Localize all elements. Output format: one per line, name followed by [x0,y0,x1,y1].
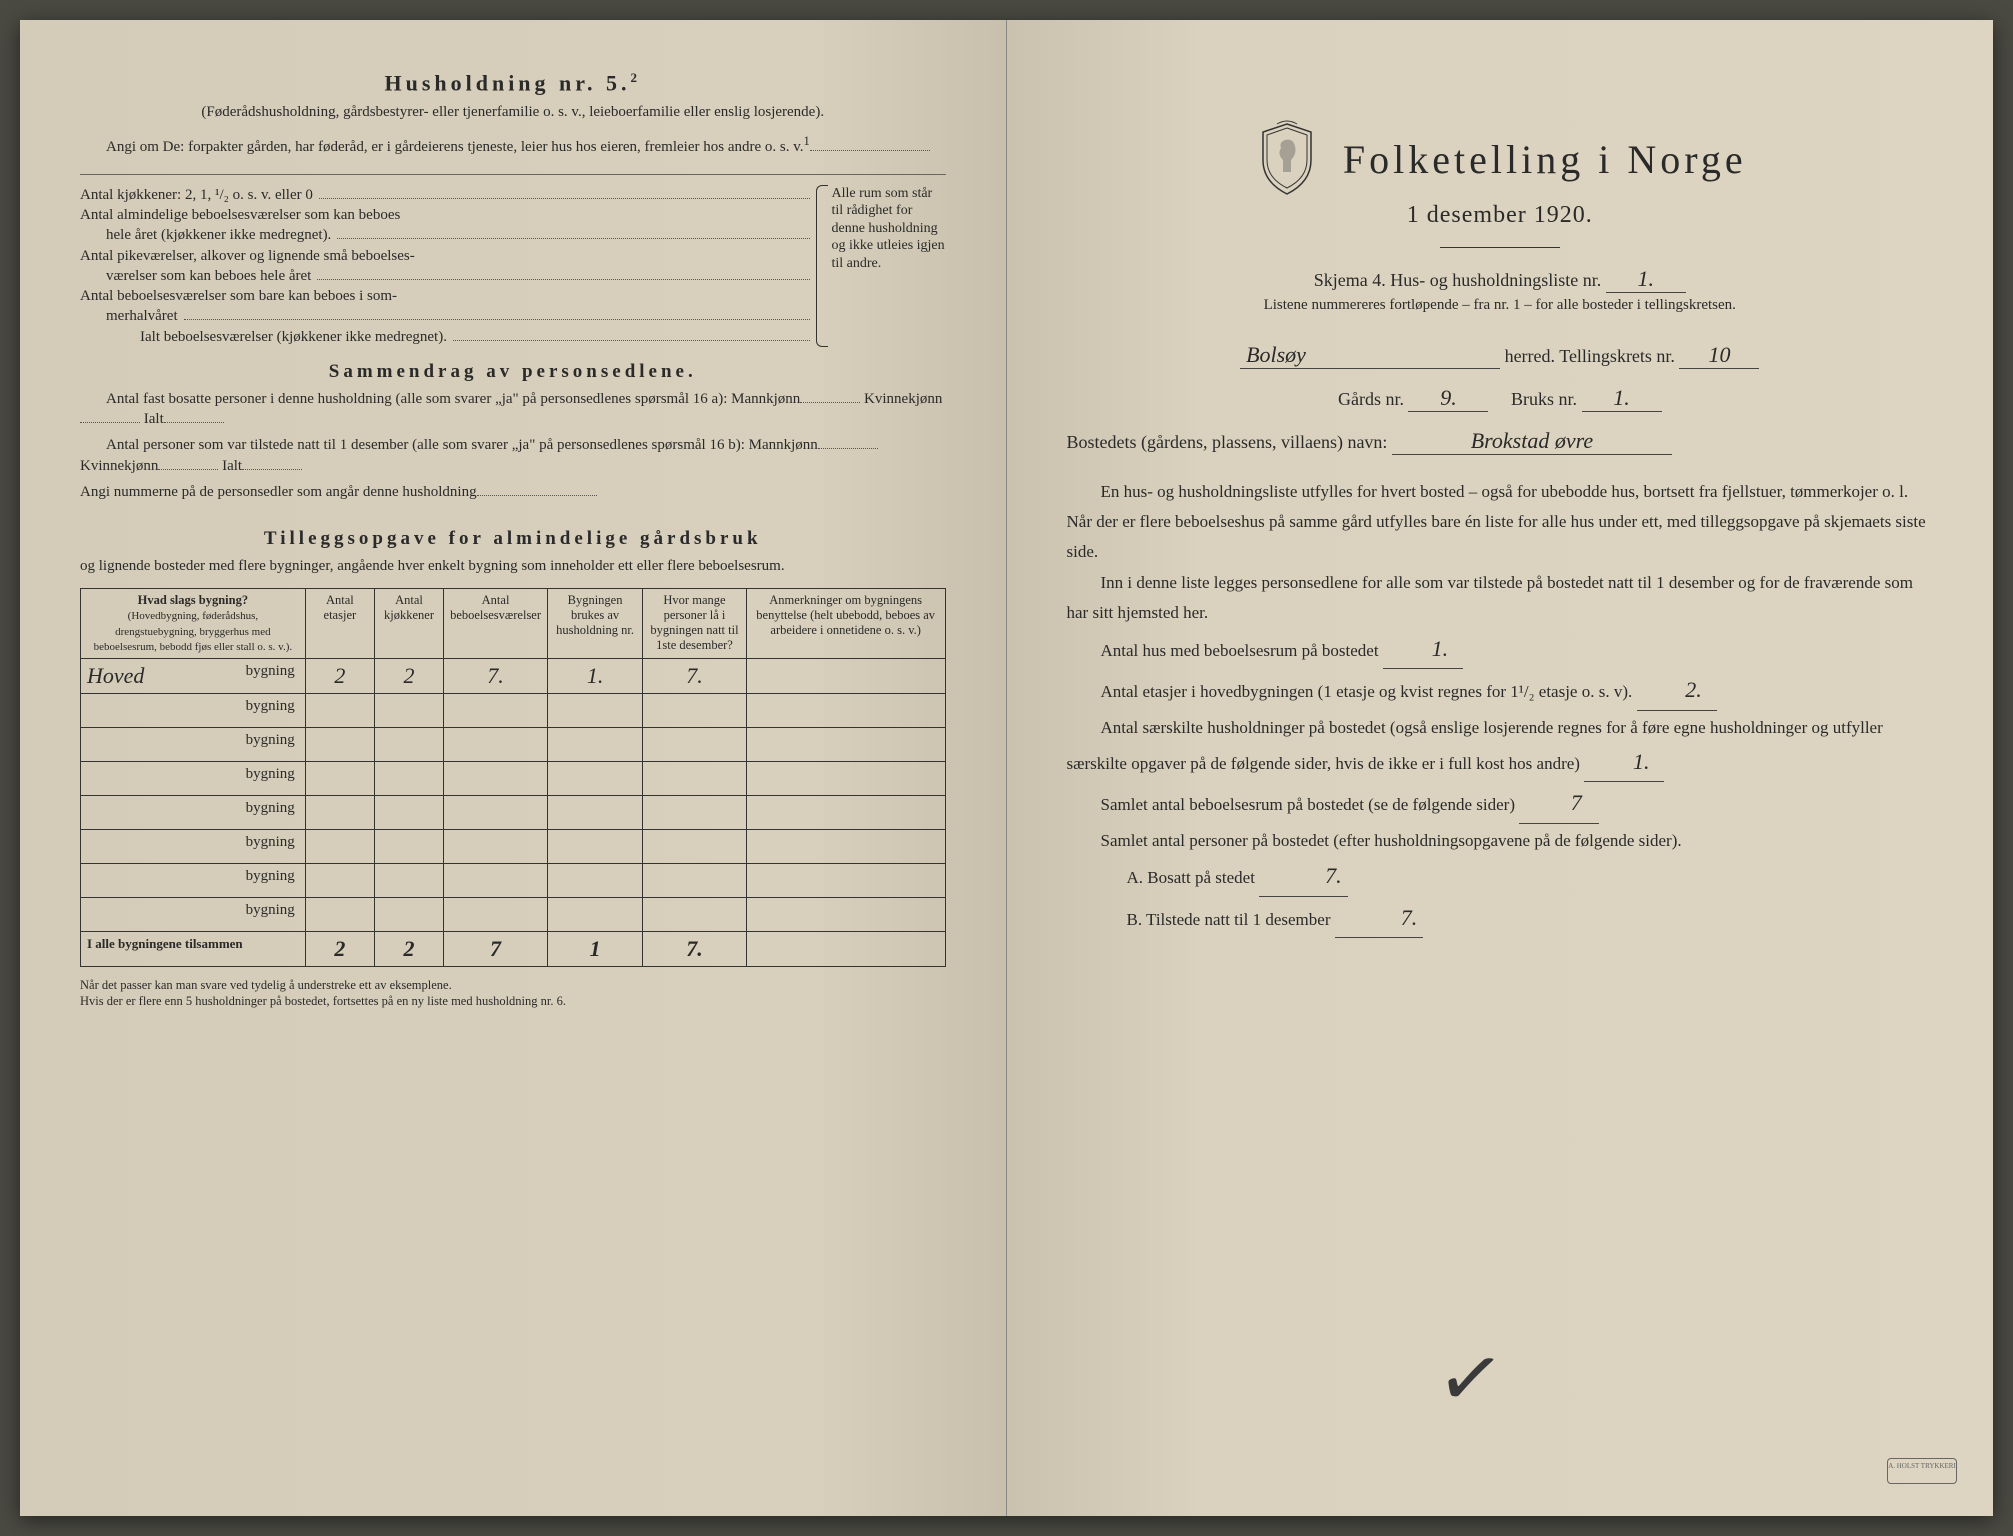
bosted-row: Bostedets (gårdens, plassens, villaens) … [1067,428,1934,455]
sammendrag-title: Sammendrag av personsedlene. [80,361,946,383]
bosted-field: Brokstad øvre [1392,428,1672,455]
heading-text: Husholdning nr. 5. [384,70,630,95]
table-header-row: Hvad slags bygning? (Hovedbygning, føder… [81,589,946,659]
qA: A. Bosatt på stedet 7. [1067,857,1934,897]
krets-nr-field: 10 [1679,342,1759,369]
gards-nr-field: 9. [1408,385,1488,412]
q5: Samlet antal personer på bostedet (efter… [1067,826,1934,856]
tillegg-title: Tilleggsopgave for almindelige gårdsbruk [80,528,946,550]
para1: En hus- og husholdningsliste utfylles fo… [1067,477,1934,566]
herred-row: Bolsøy herred. Tellingskrets nr. 10 [1067,342,1934,369]
printer-stamp: A. HOLST TRYKKERI [1887,1458,1957,1484]
bruks-nr-field: 1. [1582,385,1662,412]
table-row: bygning [81,829,946,863]
q4: Samlet antal beboelsesrum på bostedet (s… [1067,784,1934,824]
building-table-wrap: Hvad slags bygning? (Hovedbygning, føder… [80,588,946,967]
title-block: Folketelling i Norge 1 desember 1920. [1067,120,1934,229]
heading-paren: (Føderådshusholdning, gårdsbestyrer- ell… [80,102,946,122]
table-row: bygning [81,795,946,829]
tillegg-sub: og lignende bosteder med flere bygninger… [80,556,946,576]
table-row: bygning [81,761,946,795]
brace-note: Alle rum som står til rådighet for denne… [832,186,945,271]
coat-of-arms-icon [1253,120,1321,198]
q1: Antal hus med beboelsesrum på bostedet 1… [1067,630,1934,670]
table-row: bygning [81,693,946,727]
right-page: Folketelling i Norge 1 desember 1920. Sk… [1007,20,1994,1516]
schema-line: Skjema 4. Hus- og husholdningsliste nr. … [1067,266,1934,293]
main-title: Folketelling i Norge [1343,136,1747,183]
large-checkmark: ✓ [1430,1328,1509,1430]
qB: B. Tilstede natt til 1 desember 7. [1067,899,1934,939]
instructions: En hus- og husholdningsliste utfylles fo… [1067,477,1934,938]
table-row: bygning [81,863,946,897]
table-row: bygning [81,897,946,931]
schema-nr-field: 1. [1606,266,1686,293]
building-table: Hvad slags bygning? (Hovedbygning, føder… [80,588,946,967]
angi-line: Angi om De: forpakter gården, har føderå… [80,133,946,157]
herred-field: Bolsøy [1240,342,1500,369]
divider [1440,247,1560,248]
rooms-block: Antal kjøkkener: 2, 1, ¹/₂ o. s. v. elle… [80,185,946,347]
q3: Antal særskilte husholdninger på bostede… [1067,713,1934,782]
q2: Antal etasjer i hovedbygningen (1 etasje… [1067,671,1934,711]
table-total-row: I alle bygningene tilsammen 2 2 7 1 7. [81,931,946,966]
left-page: Husholdning nr. 5.2 (Føderådshusholdning… [20,20,1007,1516]
schema-sub: Listene nummereres fortløpende – fra nr.… [1067,297,1934,314]
heading-sup: 2 [631,70,642,85]
document-spread: Husholdning nr. 5.2 (Føderådshusholdning… [20,20,1993,1516]
table-row: Hovedbygning227.1.7. [81,658,946,693]
gards-row: Gårds nr. 9. Bruks nr. 1. [1067,385,1934,412]
para2: Inn i denne liste legges personsedlene f… [1067,568,1934,628]
footnote: Når det passer kan man svare ved tydelig… [80,977,946,1010]
subtitle: 1 desember 1920. [1067,202,1934,229]
table-row: bygning [81,727,946,761]
household-heading: Husholdning nr. 5.2 [80,70,946,96]
